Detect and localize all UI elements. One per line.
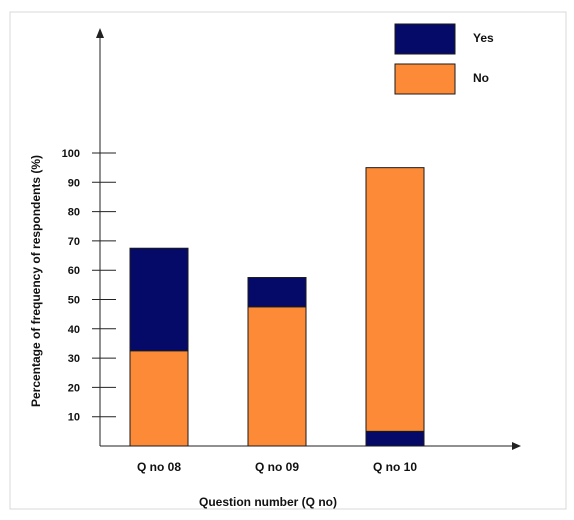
x-category-label: Q no 09 <box>255 460 299 474</box>
bars: Q no 08 Q no 09 Q no 10 <box>129 167 425 474</box>
y-axis-arrow <box>96 28 104 38</box>
x-category-label: Q no 10 <box>373 460 417 474</box>
y-ticks: 10 20 30 40 50 60 70 80 90 100 <box>62 148 116 424</box>
y-tick-label: 70 <box>68 236 80 248</box>
x-axis-arrow <box>512 442 521 450</box>
y-tick-label: 80 <box>68 207 80 219</box>
y-tick-label: 90 <box>68 177 80 189</box>
y-tick-label: 30 <box>68 353 80 365</box>
y-tick-label: 50 <box>68 295 80 307</box>
y-tick-label: 20 <box>68 382 80 394</box>
y-tick-label: 40 <box>68 324 80 336</box>
y-tick-label: 60 <box>68 265 80 277</box>
legend-label-yes: Yes <box>473 31 494 45</box>
legend: Yes No <box>394 23 494 95</box>
y-axis-title: Percentage of frequency of respondents (… <box>29 155 43 407</box>
y-tick-label: 10 <box>68 412 80 424</box>
legend-label-no: No <box>473 71 489 85</box>
x-category-label: Q no 08 <box>137 460 181 474</box>
legend-swatch-yes <box>394 23 456 55</box>
bar-segment-no <box>247 306 307 447</box>
legend-swatch-no <box>394 63 456 95</box>
bar-segment-yes <box>365 430 425 447</box>
y-tick-label: 100 <box>62 148 80 160</box>
bar-segment-yes <box>247 277 307 308</box>
bar-segment-no <box>365 167 425 432</box>
chart-frame <box>9 11 567 510</box>
x-axis-title: Question number (Q no) <box>199 495 337 509</box>
bar-segment-yes <box>129 247 189 352</box>
bar-segment-no <box>129 350 189 447</box>
